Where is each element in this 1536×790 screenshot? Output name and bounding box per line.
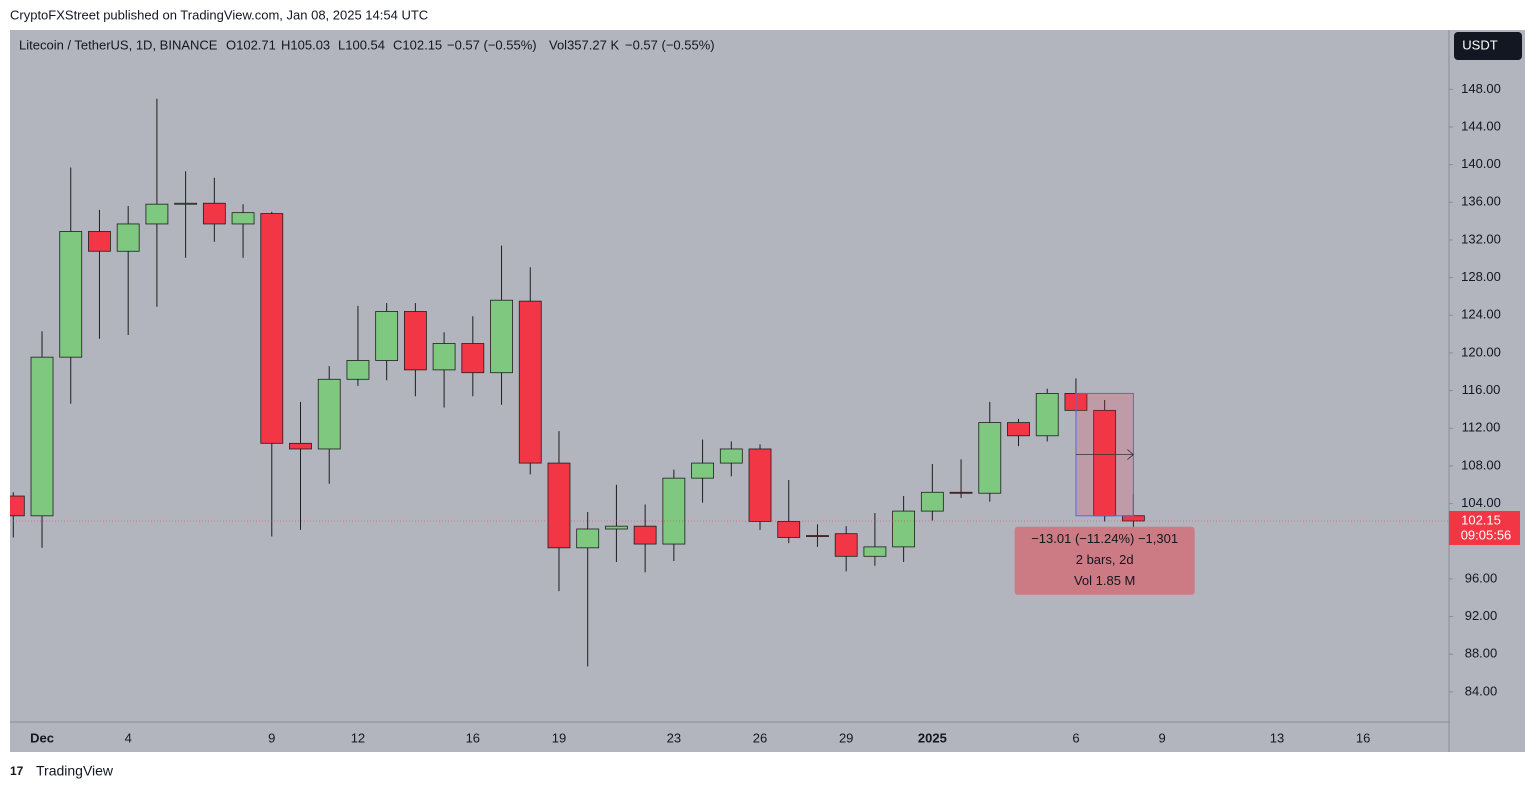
x-tick-label: 16 [466, 730, 480, 745]
y-tick-label: 120.00 [1461, 344, 1501, 359]
candle-body [174, 202, 198, 205]
x-tick-label: 19 [552, 730, 566, 745]
x-tick-label: 26 [753, 730, 767, 745]
candle-body [116, 223, 140, 252]
legend-item: L100.54 [338, 37, 385, 52]
candle-body [662, 477, 686, 545]
y-tick-label: 112.00 [1462, 420, 1501, 435]
y-tick-label: 124.00 [1461, 307, 1501, 322]
currency-label[interactable]: USDT [1462, 37, 1497, 52]
y-tick-label: 108.00 [1461, 457, 1501, 472]
chart-background [10, 30, 1525, 752]
y-tick-label: 148.00 [1461, 81, 1501, 96]
y-tick-label: 144.00 [1461, 118, 1501, 133]
candle-body [1035, 393, 1059, 437]
candle-body [403, 311, 427, 371]
x-tick-label: 13 [1270, 730, 1284, 745]
candle-body [432, 343, 456, 371]
y-tick-label: 104.00 [1461, 495, 1501, 510]
x-tick-label: 23 [667, 730, 681, 745]
candle-body [863, 546, 887, 557]
legend-item: −0.57 (−0.55%) [447, 37, 537, 52]
measure-text: Vol 1.85 M [1074, 573, 1135, 588]
y-tick-label: 136.00 [1461, 194, 1501, 209]
candle-body [949, 491, 973, 494]
candle-body [461, 343, 485, 374]
candle-body [317, 378, 341, 450]
x-tick-label: 4 [125, 730, 132, 745]
y-tick-label: 140.00 [1461, 156, 1501, 171]
last-price-label: 102.15 [1461, 512, 1501, 527]
legend-item: −0.57 (−0.55%) [625, 37, 715, 52]
x-tick-label: 16 [1356, 730, 1370, 745]
candle-body [748, 448, 772, 522]
tv-logo: 17 [10, 764, 24, 778]
measure-text: 2 bars, 2d [1076, 552, 1134, 567]
attribution: CryptoFXStreet published on TradingView.… [10, 7, 428, 22]
x-tick-label: 6 [1072, 730, 1079, 745]
legend-item: O102.71 [226, 37, 276, 52]
candle-body [30, 356, 54, 517]
candle-body [633, 525, 657, 545]
y-tick-label: 84.00 [1465, 683, 1498, 698]
measure-text: −13.01 (−11.24%) −1,301 [1031, 531, 1178, 546]
candle-body [231, 212, 255, 225]
candle-body [145, 203, 169, 225]
candle-body [892, 510, 916, 548]
candle-body [777, 521, 801, 538]
candle-body [518, 300, 542, 464]
x-tick-label: 12 [351, 730, 365, 745]
candle-body [490, 299, 513, 374]
candle-body [1121, 515, 1145, 522]
y-tick-label: 128.00 [1461, 269, 1501, 284]
measure-box [1014, 526, 1195, 595]
candle-body [834, 533, 858, 557]
footer-brand: TradingView [36, 763, 114, 779]
y-tick-label: 116.00 [1462, 382, 1501, 397]
currency-button[interactable] [1454, 32, 1522, 60]
x-tick-label: 9 [268, 730, 275, 745]
x-tick-label: 29 [839, 730, 853, 745]
y-tick-label: 88.00 [1465, 646, 1498, 661]
measure-arrowhead [1127, 449, 1135, 460]
legend-item: Litecoin / TetherUS, 1D, BINANCE [19, 37, 218, 52]
candle-body [920, 491, 944, 512]
candle-body [88, 231, 111, 252]
candle-body [59, 231, 83, 358]
countdown: 09:05:56 [1461, 527, 1512, 542]
candle-body [605, 525, 628, 530]
candle-body [691, 462, 714, 479]
candle-body [289, 442, 312, 450]
last-price-box [1449, 510, 1520, 545]
legend-item: H105.03 [281, 37, 330, 52]
candle-body [576, 528, 600, 549]
candle-body [10, 495, 25, 517]
x-tick-label: 9 [1158, 730, 1165, 745]
candle-body [375, 311, 399, 361]
x-tick-label: Dec [30, 730, 54, 745]
candle-body [1007, 422, 1030, 437]
legend-item: C102.15 [393, 37, 442, 52]
candle-body [547, 462, 571, 549]
plot [10, 98, 1449, 667]
y-tick-label: 132.00 [1461, 231, 1501, 246]
y-tick-label: 92.00 [1465, 608, 1498, 623]
candle-body [978, 422, 1002, 494]
candle-body [719, 448, 743, 464]
candle-body [346, 360, 370, 380]
candle-body [202, 202, 226, 225]
x-tick-label: 2025 [918, 730, 947, 745]
candle-body [260, 213, 284, 444]
legend-item: Vol357.27 K [549, 37, 619, 52]
y-tick-label: 96.00 [1465, 570, 1498, 585]
candle-body [806, 535, 829, 537]
